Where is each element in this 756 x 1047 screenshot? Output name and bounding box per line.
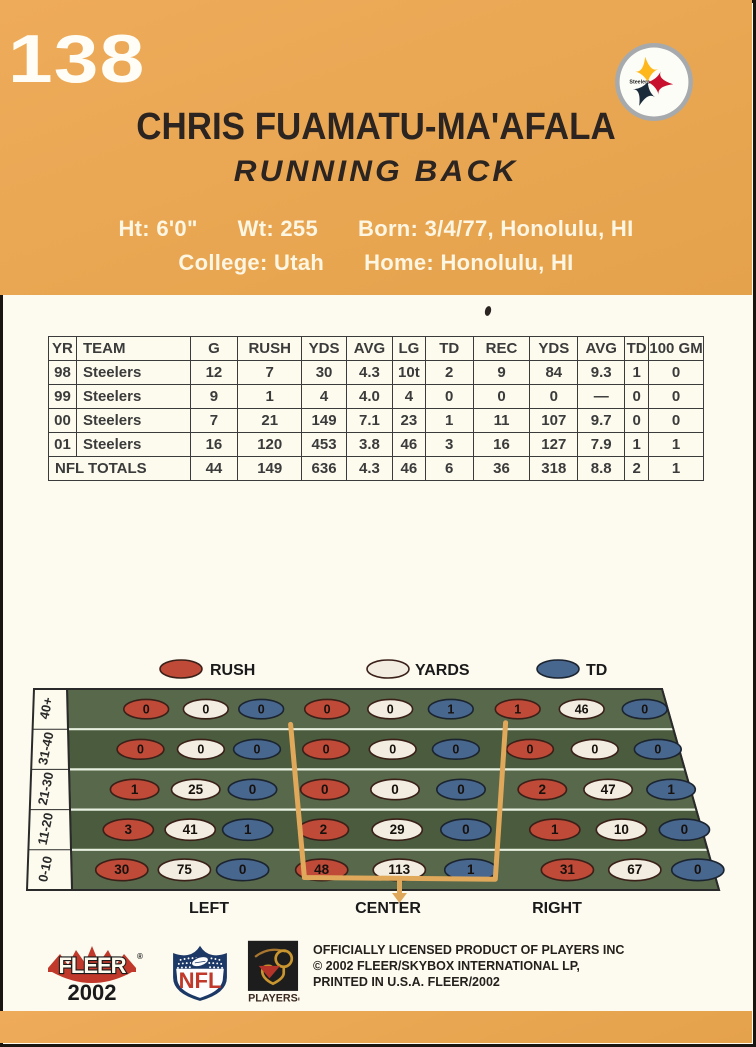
svg-text:LEFT: LEFT (189, 900, 229, 917)
svg-text:0: 0 (391, 782, 399, 797)
svg-text:0: 0 (641, 702, 648, 716)
svg-text:0: 0 (324, 702, 331, 716)
svg-text:113: 113 (388, 862, 410, 877)
svg-text:21-30: 21-30 (35, 771, 57, 807)
svg-text:1: 1 (667, 782, 675, 797)
svg-text:75: 75 (177, 862, 193, 877)
svg-text:0: 0 (249, 782, 257, 797)
svg-text:0: 0 (694, 862, 702, 877)
svg-text:0: 0 (197, 743, 204, 757)
svg-text:0: 0 (137, 743, 144, 757)
svg-text:30: 30 (114, 862, 129, 877)
svg-text:0: 0 (462, 822, 470, 837)
svg-text:0: 0 (323, 743, 330, 757)
svg-text:RUSH: RUSH (210, 662, 255, 679)
svg-text:1: 1 (514, 702, 521, 716)
svg-text:0: 0 (321, 782, 329, 797)
svg-text:41: 41 (183, 822, 199, 837)
svg-text:Steelers: Steelers (629, 80, 650, 86)
svg-text:0: 0 (258, 702, 265, 716)
svg-text:0: 0 (457, 782, 465, 797)
svg-text:0: 0 (389, 743, 396, 757)
svg-text:TD: TD (586, 662, 607, 679)
svg-text:2: 2 (320, 822, 328, 837)
svg-text:CENTER: CENTER (355, 900, 421, 917)
svg-text:29: 29 (390, 822, 405, 837)
svg-text:47: 47 (601, 782, 616, 797)
svg-text:31-40: 31-40 (35, 731, 57, 767)
svg-text:25: 25 (188, 782, 204, 797)
svg-text:PLAYERS: PLAYERS (248, 993, 298, 1005)
svg-text:0: 0 (681, 822, 689, 837)
svg-text:0: 0 (202, 702, 209, 716)
svg-text:0: 0 (254, 743, 261, 757)
svg-text:1: 1 (551, 822, 559, 837)
svg-text:10: 10 (614, 822, 629, 837)
svg-text:1: 1 (244, 822, 252, 837)
svg-text:NFL: NFL (179, 968, 222, 993)
svg-text:1: 1 (467, 862, 475, 877)
svg-text:31: 31 (560, 862, 576, 877)
svg-text:40+: 40+ (36, 695, 55, 720)
svg-text:0: 0 (239, 862, 247, 877)
svg-text:0: 0 (591, 743, 598, 757)
svg-text:0: 0 (654, 743, 661, 757)
svg-text:1: 1 (447, 702, 454, 716)
svg-text:0: 0 (452, 743, 459, 757)
svg-text:FLEER: FLEER (58, 953, 126, 978)
svg-text:0: 0 (143, 702, 150, 716)
svg-text:11-20: 11-20 (35, 811, 56, 846)
svg-text:RIGHT: RIGHT (532, 900, 582, 917)
svg-text:INC: INC (298, 997, 300, 1003)
svg-text:46: 46 (575, 702, 589, 716)
svg-text:2: 2 (539, 782, 547, 797)
svg-text:67: 67 (627, 862, 642, 877)
svg-text:2002: 2002 (68, 980, 117, 1005)
svg-text:3: 3 (125, 822, 133, 837)
svg-text:YARDS: YARDS (415, 662, 470, 679)
svg-text:48: 48 (314, 862, 330, 877)
svg-text:1: 1 (131, 782, 139, 797)
svg-text:0-10: 0-10 (35, 855, 55, 884)
svg-text:0: 0 (387, 702, 394, 716)
svg-text:0: 0 (527, 743, 534, 757)
svg-text:®: ® (137, 952, 143, 961)
